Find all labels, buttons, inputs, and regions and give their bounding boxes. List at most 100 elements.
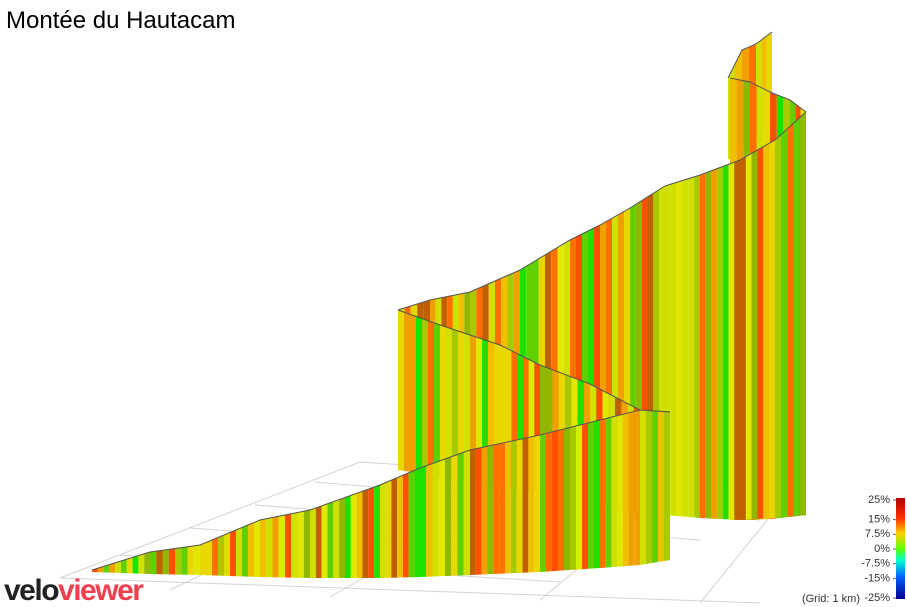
ribbon-stripe [505, 441, 511, 574]
ribbon-stripe [422, 318, 428, 475]
ribbon-stripe [617, 414, 623, 567]
ribbon-stripe [345, 495, 351, 578]
ribbon-stripe [705, 170, 712, 519]
ribbon-stripe [398, 310, 404, 471]
ribbon-stripe [362, 489, 369, 578]
ribbon-stripe [414, 468, 420, 578]
ribbon-stripe [658, 411, 664, 562]
ribbon-stripe [121, 559, 127, 574]
ribbon-stripe [303, 510, 310, 578]
ribbon-stripe [440, 325, 446, 477]
ribbon-stripe [132, 555, 139, 574]
ribbon-stripe [499, 442, 505, 574]
ribbon-stripe [452, 329, 458, 479]
ribbon-edge [91, 409, 671, 571]
ribbon-stripe [611, 415, 618, 568]
ribbon-stripe [385, 480, 392, 578]
ribbon-stripe [327, 501, 334, 578]
ribbon-stripe [397, 475, 403, 578]
ribbon-stripe [700, 172, 706, 519]
scale-tick-label: 15% [868, 514, 890, 526]
ribbon-stripe [510, 440, 517, 574]
ribbon-stripe [420, 465, 427, 577]
logo-part1: velo [4, 574, 59, 607]
ribbon-stripe [242, 525, 248, 577]
ribbon-stripe [640, 410, 646, 565]
ribbon-stripe [266, 517, 273, 578]
ribbon-stripe [464, 333, 470, 481]
ribbon-stripe [769, 140, 775, 519]
title: Montée du Hautacam [6, 7, 235, 34]
ribbon-stripe [757, 146, 764, 519]
ribbon-stripe [457, 452, 464, 576]
ribbon-stripe [380, 482, 386, 578]
ribbon-stripe [605, 417, 612, 568]
ribbon-stripe [285, 513, 292, 578]
ribbon-stripe [236, 527, 242, 577]
ribbon-stripe [787, 123, 794, 517]
ribbon-stripe [793, 117, 800, 517]
ribbon-stripe [475, 447, 482, 575]
logo-part2: viewer [58, 574, 144, 607]
ribbon-stripe [356, 491, 363, 578]
scale-tick-label: -7.5% [861, 558, 890, 570]
ribbon-stripe [781, 128, 788, 518]
ribbon-stripe [576, 424, 582, 570]
ribbon-stripe [310, 507, 316, 578]
ribbon-stripe [339, 497, 345, 578]
ribbon-stripe [434, 322, 440, 476]
ribbon-stripe [799, 112, 806, 516]
scale-tick-label: 0% [874, 543, 890, 555]
ribbon-stripe [248, 522, 254, 577]
ribbon-stripe [333, 499, 340, 578]
ribbon-stripe [728, 162, 735, 520]
ribbon-stripe [470, 335, 476, 482]
ribbon-stripe [175, 547, 182, 575]
ribbon-stripe [546, 432, 552, 572]
ribbon-stripe [722, 164, 729, 520]
ribbon-stripe [528, 436, 535, 573]
ribbon-stripe [451, 454, 458, 576]
ribbon-stripe [682, 178, 689, 517]
scale-tick-label: 7.5% [865, 528, 890, 540]
ribbon-stripe [428, 320, 434, 476]
ribbon-stripe [138, 553, 145, 574]
ribbon-stripe [558, 429, 564, 571]
ribbon-stripe [476, 337, 482, 483]
ribbon-stripe [103, 564, 110, 573]
ribbon-stripe [92, 568, 98, 573]
ribbon-stripe [588, 421, 594, 569]
ribbon-stripe [200, 542, 206, 576]
ribbon-stripe [187, 545, 194, 575]
ribbon-stripe [272, 516, 279, 578]
ribbon-stripe [481, 446, 488, 575]
ribbon-stripe [470, 448, 476, 575]
ribbon-stripe [368, 487, 375, 578]
ribbon-stripe [458, 331, 464, 480]
ribbon-stripe [600, 418, 606, 568]
ribbon-stripe [634, 410, 640, 566]
ribbon-stripe [212, 537, 218, 576]
ribbon-stripe [493, 443, 500, 574]
grid-note: (Grid: 1 km) [802, 593, 860, 605]
scale-tick-label: 25% [868, 494, 890, 506]
ribbon-stripe [115, 561, 121, 573]
ribbon-stripe [321, 503, 328, 578]
ribbon-stripe [670, 182, 677, 517]
ribbon-stripe [144, 552, 150, 574]
ribbon-stripe [522, 437, 529, 573]
ribbon-stripe [404, 312, 410, 472]
ribbon-stripe [711, 168, 718, 519]
ribbon-stripe [552, 430, 558, 572]
ribbon-stripe [564, 427, 570, 571]
ribbon-stripe [688, 176, 695, 518]
ribbon-edge [729, 77, 807, 113]
ribbon-stripe [445, 456, 452, 576]
ribbon-stripe [315, 505, 322, 578]
ribbon-stripe [463, 450, 470, 576]
ribbon-stripe [297, 511, 304, 578]
ribbon-stripe [622, 412, 629, 567]
ribbon-stripe [487, 445, 494, 575]
ribbon-stripe [150, 551, 157, 575]
